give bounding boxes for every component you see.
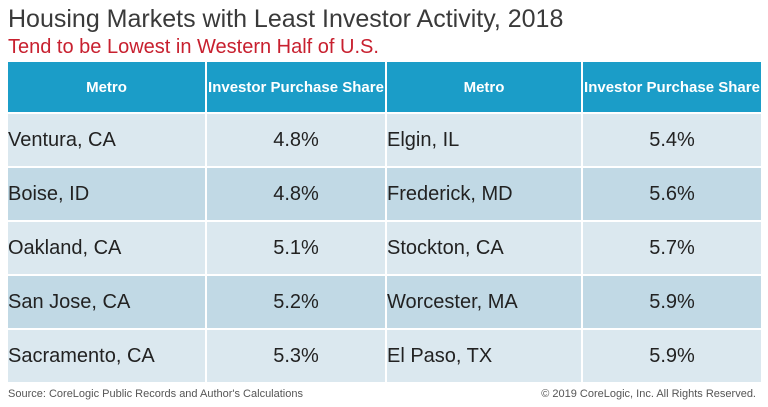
metro-cell: Worcester, MA: [385, 274, 582, 329]
metro-cell: Boise, ID: [8, 166, 206, 221]
table-header-row: Metro Investor Purchase Share Metro Inve…: [8, 62, 761, 113]
metro-cell: Oakland, CA: [8, 220, 206, 275]
page-subtitle: Tend to be Lowest in Western Half of U.S…: [8, 36, 379, 58]
share-cell: 5.7%: [581, 220, 761, 275]
metro-cell: Elgin, IL: [385, 112, 582, 167]
column-header-investor-share: Investor Purchase Share: [205, 62, 386, 113]
column-header-metro: Metro: [8, 62, 206, 113]
metro-cell: Ventura, CA: [8, 112, 206, 167]
table-row: Oakland, CA 5.1% Stockton, CA 5.7%: [8, 220, 761, 275]
share-cell: 5.6%: [581, 166, 761, 221]
table-row: Boise, ID 4.8% Frederick, MD 5.6%: [8, 166, 761, 221]
column-header-metro: Metro: [385, 62, 582, 113]
share-cell: 4.8%: [205, 166, 386, 221]
share-cell: 5.1%: [205, 220, 386, 275]
metro-cell: Sacramento, CA: [8, 328, 206, 382]
metro-cell: El Paso, TX: [385, 328, 582, 382]
share-cell: 4.8%: [205, 112, 386, 167]
table-row: Ventura, CA 4.8% Elgin, IL 5.4%: [8, 112, 761, 167]
table-row: Sacramento, CA 5.3% El Paso, TX 5.9%: [8, 328, 761, 382]
metro-cell: San Jose, CA: [8, 274, 206, 329]
metro-cell: Stockton, CA: [385, 220, 582, 275]
share-cell: 5.2%: [205, 274, 386, 329]
share-cell: 5.9%: [581, 274, 761, 329]
share-cell: 5.4%: [581, 112, 761, 167]
metro-cell: Frederick, MD: [385, 166, 582, 221]
investor-share-table: Metro Investor Purchase Share Metro Inve…: [8, 62, 761, 382]
source-note: Source: CoreLogic Public Records and Aut…: [8, 388, 303, 400]
copyright-note: © 2019 CoreLogic, Inc. All Rights Reserv…: [541, 388, 756, 400]
share-cell: 5.9%: [581, 328, 761, 382]
page-title: Housing Markets with Least Investor Acti…: [8, 5, 564, 33]
column-header-investor-share: Investor Purchase Share: [581, 62, 761, 113]
table-row: San Jose, CA 5.2% Worcester, MA 5.9%: [8, 274, 761, 329]
share-cell: 5.3%: [205, 328, 386, 382]
